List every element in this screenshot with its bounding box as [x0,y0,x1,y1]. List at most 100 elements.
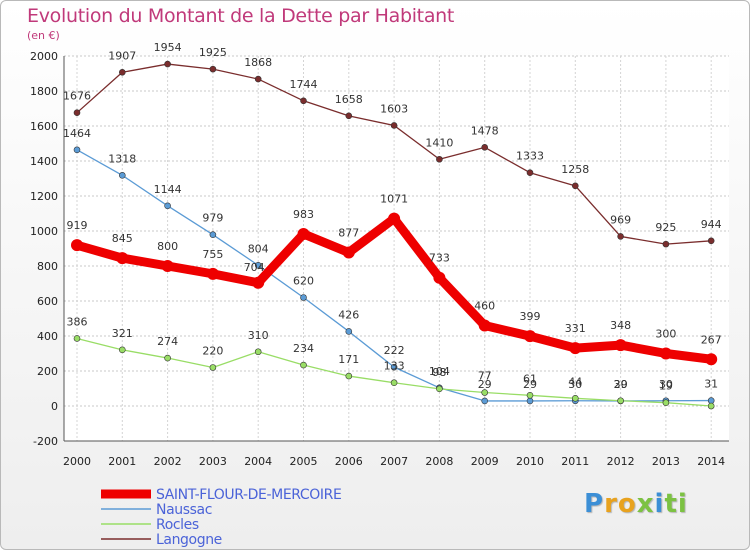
series-point [571,394,579,402]
data-label: 845 [112,232,133,245]
x-tick-label: 2014 [697,455,725,468]
series-point [707,237,715,245]
data-label: 331 [565,322,586,335]
series-point [390,379,398,387]
y-tick-label: 800 [37,260,58,273]
data-label: 1907 [108,49,136,62]
data-label: 19 [659,380,673,393]
data-label: 29 [523,378,537,391]
y-tick-label: 1200 [30,190,58,203]
data-label: 98 [432,366,446,379]
series-point [569,342,582,355]
data-label: 1744 [290,78,318,91]
data-label: 220 [202,345,223,358]
series-point [571,182,579,190]
data-label: 1676 [63,90,91,103]
series-point [662,240,670,248]
logo-letter: i [677,489,688,519]
series-point [481,389,489,396]
series-point [73,335,81,342]
data-label: 222 [384,344,405,357]
data-label: 30 [614,378,628,391]
data-label: 1603 [380,102,408,115]
data-label: 1925 [199,46,227,59]
series-point [345,328,353,335]
legend-label: Naussac [156,502,212,518]
data-label: 969 [610,213,631,226]
y-tick-label: 1600 [30,120,58,133]
data-label: 944 [701,218,722,231]
x-tick-label: 2003 [199,455,227,468]
series-point [164,60,171,68]
data-label: 1868 [244,56,272,69]
data-label: 979 [202,212,223,225]
x-tick-label: 2006 [335,455,363,468]
data-label: 1954 [154,41,182,54]
y-tick-label: 1000 [30,225,58,238]
x-tick-label: 2010 [516,455,544,468]
x-tick-label: 2000 [63,455,91,468]
x-tick-label: 2012 [607,455,635,468]
series-point [617,233,624,240]
x-tick-label: 2007 [380,455,408,468]
x-tick-label: 2005 [290,455,318,468]
series-point [342,246,355,259]
logo-letter: r [604,489,618,519]
x-tick-label: 2001 [108,455,136,468]
x-tick-label: 2011 [561,455,589,468]
series-point [707,402,715,410]
series-point [388,212,401,225]
series-point [481,397,489,405]
series-point [617,397,624,405]
data-label: 983 [293,208,314,221]
data-label: 133 [384,360,405,373]
data-label: 321 [112,327,133,340]
series-point [209,231,217,238]
series-point [161,260,174,272]
series-point [73,109,81,116]
data-label: 1658 [335,93,363,106]
data-label: 460 [474,300,495,313]
series-point [164,354,171,362]
data-label: 44 [568,375,582,388]
series-point [614,339,627,352]
data-label: 426 [338,308,359,321]
x-tick-label: 2009 [471,455,499,468]
data-label: 919 [67,219,88,232]
data-label: 30 [659,378,673,391]
data-label: 274 [157,335,178,348]
x-tick-label: 2008 [425,455,453,468]
data-label: 310 [248,329,269,342]
y-tick-label: 1400 [30,155,58,168]
series-point [119,346,126,354]
series-point [526,397,534,405]
data-label: 804 [248,242,269,255]
data-label: 800 [157,240,178,253]
y-tick-label: 0 [51,400,58,413]
series-point [345,372,353,380]
series-point [481,144,489,151]
series-point [478,319,491,332]
legend-label: SAINT-FLOUR-DE-MERCOIRE [156,487,341,503]
data-label: 1410 [425,136,453,149]
data-label: 29 [614,378,628,391]
series-point [436,155,443,163]
series-point [300,294,307,301]
series-point [73,146,81,154]
series-point [119,68,126,76]
y-tick-label: -200 [33,435,58,448]
series-point [116,252,129,265]
x-tick-label: 2002 [154,455,182,468]
y-tick-label: 200 [37,365,58,378]
data-label: 1478 [471,124,499,137]
data-label: 1258 [561,163,589,176]
data-label: 30 [568,378,582,391]
series-point [436,385,443,393]
data-label: 348 [610,319,631,332]
series-point [209,65,217,73]
series-point [297,227,310,240]
data-label: 267 [701,333,722,346]
series-point [659,347,672,360]
